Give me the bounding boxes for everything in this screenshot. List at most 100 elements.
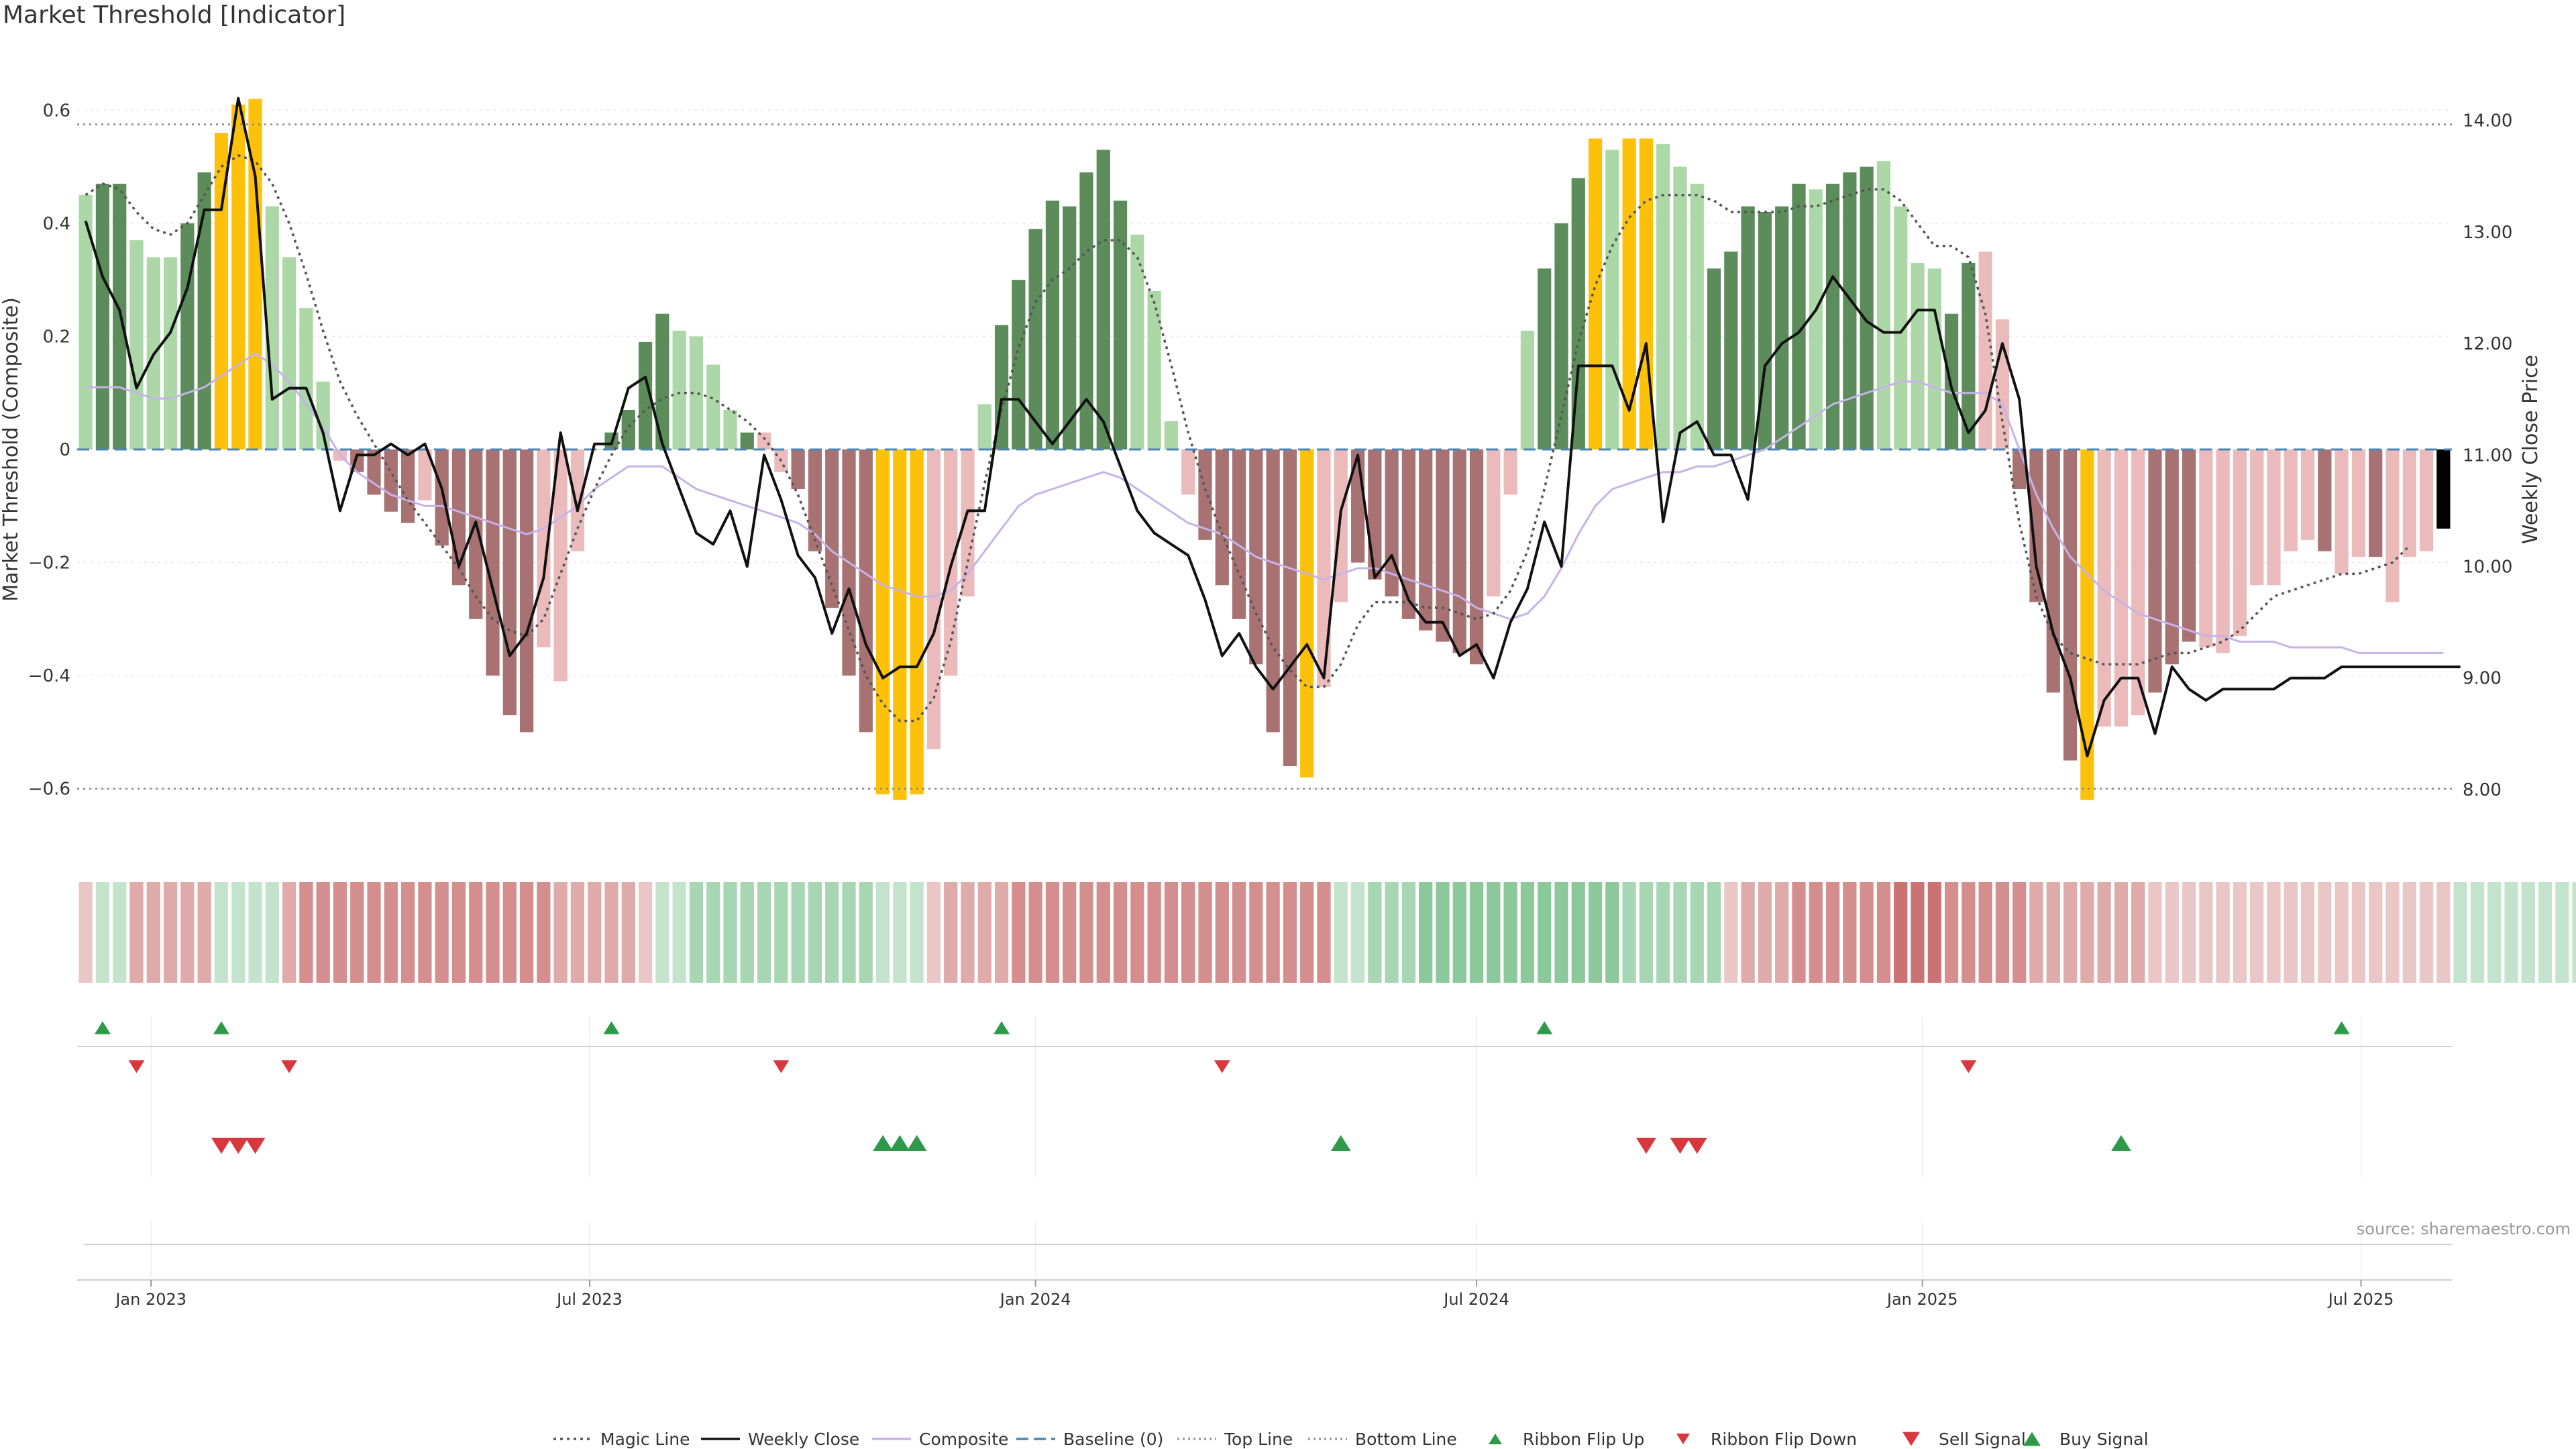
composite-bar <box>214 133 229 449</box>
ribbon-cell <box>1079 882 1093 983</box>
ribbon-cell <box>1673 882 1687 983</box>
sell-signal-marker <box>245 1138 266 1154</box>
ribbon-cell <box>1012 882 1026 983</box>
ribbon-cell <box>961 882 975 983</box>
composite-bar <box>875 449 890 795</box>
ribbon-cell <box>2131 882 2145 983</box>
ribbon-cell <box>723 882 737 983</box>
composite-bar <box>977 404 991 449</box>
composite-bar <box>2436 449 2451 529</box>
ribbon-cell <box>78 882 93 983</box>
ribbon-cell <box>2165 882 2179 983</box>
composite-bar <box>893 449 907 800</box>
source-label: source: sharemaestro.com <box>2356 1220 2571 1238</box>
x-tick-label: Jul 2025 <box>2327 1290 2394 1309</box>
composite-bar <box>1927 268 1941 449</box>
ribbon-cell <box>146 882 160 983</box>
composite-bar <box>1368 449 1382 580</box>
ribbon-cell <box>367 882 381 983</box>
legend-swatch <box>1676 1434 1690 1444</box>
y-tick-label-left: 0 <box>59 440 70 460</box>
ribbon-cell <box>1096 882 1110 983</box>
composite-bar <box>282 257 297 449</box>
composite-bar <box>2318 449 2332 551</box>
ribbon-cell <box>486 882 500 983</box>
ribbon-cell <box>2453 882 2467 983</box>
ribbon-cell <box>1368 882 1382 983</box>
weekly-close-line <box>84 97 2461 757</box>
legend-label: Sell Signal <box>1939 1430 2026 1449</box>
y-tick-label-right: 11.00 <box>2463 445 2512 466</box>
composite-bar <box>1605 150 1619 450</box>
ribbon-cell <box>2046 882 2060 983</box>
ribbon-cell <box>944 882 958 983</box>
ribbon-cell <box>2267 882 2281 983</box>
ribbon-cell <box>1520 882 1535 983</box>
composite-bar <box>299 308 313 449</box>
ribbon-flip-down-marker <box>1214 1060 1230 1073</box>
ribbon-cell <box>1792 882 1806 983</box>
ribbon-cell <box>1639 882 1654 983</box>
buy-signal-marker <box>873 1135 894 1151</box>
ribbon-cell <box>2504 882 2518 983</box>
composite-bar <box>2131 449 2145 716</box>
ribbon-cell <box>706 882 720 983</box>
y-tick-label-left: 0.2 <box>43 327 70 347</box>
sell-signal-marker <box>228 1138 249 1154</box>
ribbon-cell <box>2114 882 2129 983</box>
sell-signal-marker <box>1670 1138 1690 1154</box>
composite-bar <box>1063 206 1077 449</box>
ribbon-flip-down-marker <box>773 1060 790 1073</box>
composite-bar <box>2148 449 2162 693</box>
buy-signal-marker <box>2110 1135 2131 1151</box>
y-tick-label-left: 0.4 <box>43 214 70 234</box>
ribbon-cell <box>689 882 704 983</box>
composite-bar <box>519 449 534 733</box>
composite-bar <box>2284 449 2298 551</box>
composite-bar <box>825 449 839 608</box>
ribbon-cell <box>1130 882 1144 983</box>
ribbon-cell <box>1962 882 1976 983</box>
composite-bar <box>1096 150 1110 450</box>
ribbon-cell <box>1487 882 1501 983</box>
composite-bar <box>1317 449 1331 687</box>
composite-bar <box>316 381 330 449</box>
composite-bar <box>1452 449 1466 653</box>
ribbon-cell <box>95 882 110 983</box>
ribbon-cell <box>451 882 466 983</box>
ribbon-cell <box>1571 882 1585 983</box>
composite-bar <box>469 449 483 619</box>
composite-bar <box>1232 449 1246 619</box>
ribbon-cell <box>537 882 551 983</box>
ribbon-cell <box>1978 882 1992 983</box>
composite-bar <box>486 449 500 676</box>
ribbon-cell <box>1249 882 1263 983</box>
composite-bar <box>1419 449 1433 631</box>
composite-bar <box>1775 206 1789 449</box>
ribbon-cell <box>2538 882 2553 983</box>
composite-bar <box>2182 449 2196 642</box>
ribbon-cell <box>638 882 653 983</box>
composite-bar <box>1825 183 1840 449</box>
y-tick-label-left: −0.6 <box>28 780 70 800</box>
y-tick-label-right: 10.00 <box>2463 557 2512 578</box>
ribbon-cell <box>1198 882 1212 983</box>
ribbon-cell <box>1741 882 1755 983</box>
ribbon-cell <box>757 882 771 983</box>
ribbon-cell <box>316 882 330 983</box>
composite-bar <box>1436 449 1450 642</box>
ribbon-cell <box>231 882 246 983</box>
legend-swatch <box>1489 1434 1502 1444</box>
ribbon-cell <box>570 882 585 983</box>
ribbon-cell <box>1809 882 1823 983</box>
composite-bar <box>367 449 381 495</box>
composite-bar <box>418 449 432 500</box>
ribbon-cell <box>1588 882 1603 983</box>
ribbon-cell <box>2487 882 2502 983</box>
composite-bar <box>180 223 195 449</box>
y-tick-label-left: −0.4 <box>28 666 70 686</box>
ribbon-cell <box>1825 882 1840 983</box>
ribbon-cell <box>1300 882 1314 983</box>
ribbon-cell <box>1452 882 1466 983</box>
